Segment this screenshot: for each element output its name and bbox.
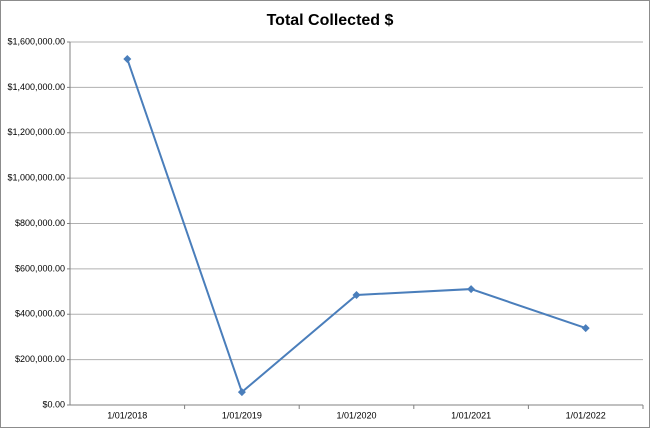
y-tick-label: $800,000.00 [15, 218, 65, 228]
y-tick-label: $0.00 [42, 399, 65, 409]
y-tick-label: $1,600,000.00 [7, 36, 65, 46]
data-point [237, 388, 246, 397]
x-tick-label: 1/01/2021 [451, 410, 491, 420]
y-tick-label: $1,400,000.00 [7, 82, 65, 92]
data-point [352, 290, 361, 299]
data-point [581, 324, 590, 333]
y-tick-label: $400,000.00 [15, 309, 65, 319]
y-tick-label: $600,000.00 [15, 263, 65, 273]
y-tick-label: $1,000,000.00 [7, 173, 65, 183]
data-point [123, 55, 132, 64]
x-tick-label: 1/01/2018 [107, 410, 147, 420]
y-tick-label: $200,000.00 [15, 354, 65, 364]
x-tick-label: 1/01/2022 [566, 410, 606, 420]
chart-title: Total Collected $ [267, 12, 394, 29]
x-tick-label: 1/01/2020 [336, 410, 376, 420]
x-tick-label: 1/01/2019 [222, 410, 262, 420]
y-tick-label: $1,200,000.00 [7, 127, 65, 137]
data-point [467, 285, 476, 294]
